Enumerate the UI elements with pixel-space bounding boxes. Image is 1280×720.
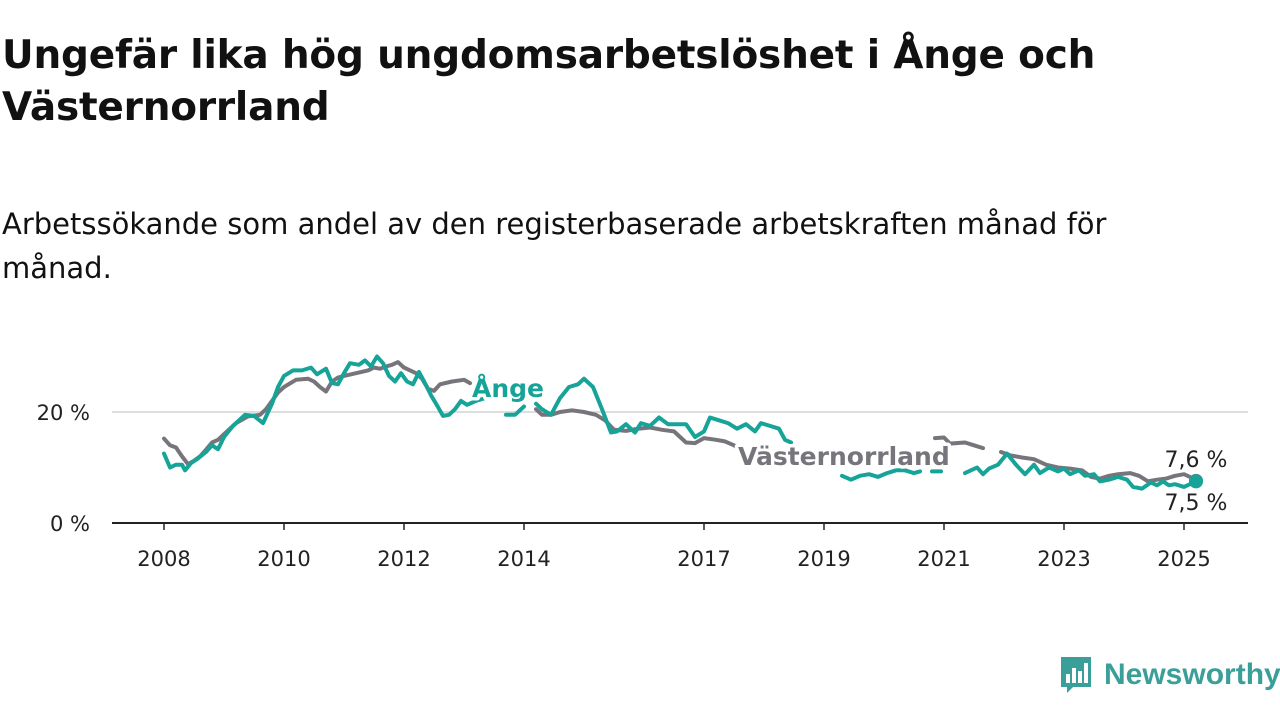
chart-subtitle: Arbetssökande som andel av den registerb… — [2, 207, 1107, 285]
x-tick-label: 2025 — [1157, 547, 1210, 571]
y-tick-label: 20 % — [37, 401, 90, 425]
x-tick-label: 2014 — [497, 547, 550, 571]
bar-chart-logo-icon — [1061, 657, 1091, 693]
series-label-vasternorrland: Västernorrland — [738, 442, 950, 471]
x-tick-label: 2010 — [257, 547, 310, 571]
chart-title: Ungefär lika hög ungdomsarbetslöshet i Å… — [2, 33, 1096, 130]
brand-name: Newsworthy — [1104, 658, 1280, 691]
series-label-vasternorrland-halo: Västernorrland — [738, 442, 950, 471]
end-label-ange-halo: 7,5 % — [1165, 491, 1228, 516]
end-label-vasternorrland: 7,6 % — [1165, 448, 1228, 473]
series-layer — [162, 354, 1203, 491]
series-label-ange: Ånge — [472, 374, 544, 403]
series-line-vasternorrland — [162, 360, 1198, 484]
end-marker-ange — [1189, 474, 1203, 489]
x-tick-label: 2012 — [377, 547, 430, 571]
axis-layer: 0 % 20 % 2008 2010 2012 2014 2017 2019 2021 2023 2… — [37, 401, 1248, 571]
x-tick-label: 2023 — [1037, 547, 1090, 571]
y-tick-label: 0 % — [50, 512, 90, 536]
newsworthy-logo: Newsworthy — [1058, 654, 1280, 696]
x-tick-label: 2017 — [677, 547, 730, 571]
series-line-ange — [162, 354, 1198, 491]
x-tick-label: 2008 — [137, 547, 190, 571]
series-label-ange-halo: Ånge — [472, 374, 544, 403]
end-label-vasternorrland-halo: 7,6 % — [1165, 448, 1228, 473]
x-tick-label: 2021 — [917, 547, 970, 571]
x-tick-label: 2019 — [797, 547, 850, 571]
end-label-ange: 7,5 % — [1165, 491, 1228, 516]
